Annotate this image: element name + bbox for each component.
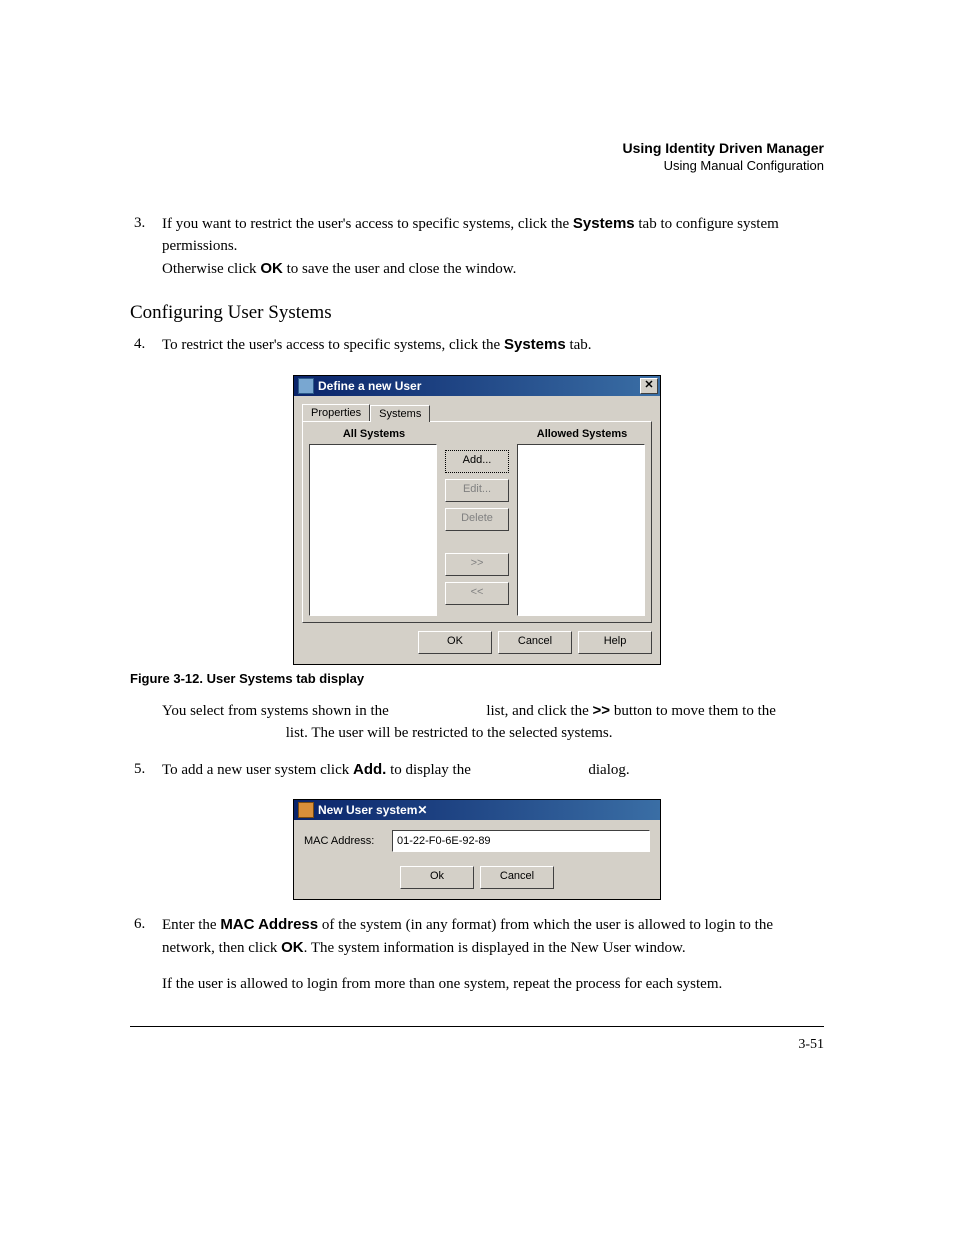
all-systems-header: All Systems: [309, 428, 439, 440]
header-title: Using Identity Driven Manager: [130, 140, 824, 156]
text: To add a new user system click: [162, 762, 353, 778]
columns-header: All Systems Allowed Systems: [309, 428, 645, 440]
edit-button[interactable]: Edit...: [445, 479, 509, 502]
step-number: 5.: [130, 759, 162, 782]
ok-button[interactable]: Ok: [400, 866, 474, 889]
text: Otherwise click: [162, 261, 260, 277]
text: list. The user will be restricted to the…: [286, 725, 613, 741]
bold-systems: Systems: [573, 215, 635, 232]
add-button[interactable]: Add...: [445, 450, 509, 473]
dialog-title: Define a new User: [318, 379, 640, 393]
bold-systems: Systems: [504, 336, 566, 353]
tab-panel: All Systems Allowed Systems Add... Edit.…: [302, 421, 652, 623]
step-3: 3. If you want to restrict the user's ac…: [130, 213, 824, 280]
text: to display the: [386, 762, 474, 778]
columns-body: Add... Edit... Delete >> <<: [309, 444, 645, 616]
dialog-titlebar[interactable]: Define a new User ✕: [294, 376, 660, 396]
bold-arrows: >>: [593, 702, 611, 719]
define-user-dialog: Define a new User ✕ PropertiesSystems Al…: [293, 375, 661, 665]
text: button to move them to the: [614, 703, 776, 719]
close-icon[interactable]: ✕: [417, 803, 427, 817]
dialog-title: New User system: [318, 803, 417, 817]
help-button[interactable]: Help: [578, 631, 652, 654]
all-systems-list[interactable]: [309, 444, 437, 616]
dialog-body: MAC Address:: [294, 820, 660, 858]
allowed-systems-header: Allowed Systems: [519, 428, 645, 440]
figure-new-user-system: New User system ✕ MAC Address: Ok Cancel: [130, 799, 824, 900]
dialog-icon: [298, 802, 314, 818]
move-right-button[interactable]: >>: [445, 553, 509, 576]
mac-label: MAC Address:: [304, 835, 384, 847]
text: tab.: [566, 337, 592, 353]
step-5: 5. To add a new user system click Add. t…: [130, 759, 824, 782]
paragraph: If the user is allowed to login from mor…: [162, 974, 824, 996]
page-header: Using Identity Driven Manager Using Manu…: [130, 140, 824, 173]
step-number: 3.: [130, 213, 162, 280]
new-user-system-dialog: New User system ✕ MAC Address: Ok Cancel: [293, 799, 661, 900]
step-body: Enter the MAC Address of the system (in …: [162, 914, 824, 960]
move-left-button[interactable]: <<: [445, 582, 509, 605]
allowed-systems-list[interactable]: [517, 444, 645, 616]
step-number: 4.: [130, 334, 162, 357]
section-heading: Configuring User Systems: [130, 302, 824, 324]
step-4: 4. To restrict the user's access to spec…: [130, 334, 824, 357]
text: If you want to restrict the user's acces…: [162, 216, 573, 232]
close-icon[interactable]: ✕: [640, 378, 658, 394]
header-subtitle: Using Manual Configuration: [130, 158, 824, 173]
bold-add: Add.: [353, 761, 386, 778]
bold-mac: MAC Address: [220, 916, 318, 933]
footer-rule: [130, 1026, 824, 1027]
dialog-buttons: Ok Cancel: [294, 858, 660, 899]
transfer-buttons: Add... Edit... Delete >> <<: [437, 444, 517, 616]
step-number: 6.: [130, 914, 162, 960]
tab-properties[interactable]: Properties: [302, 404, 370, 421]
cancel-button[interactable]: Cancel: [480, 866, 554, 889]
text: To restrict the user's access to specifi…: [162, 337, 504, 353]
figure-3-12: Define a new User ✕ PropertiesSystems Al…: [130, 375, 824, 665]
page-number: 3-51: [130, 1037, 824, 1053]
text: You select from systems shown in the: [162, 703, 393, 719]
dialog-titlebar[interactable]: New User system ✕: [294, 800, 660, 820]
dialog-bottom-buttons: OK Cancel Help: [294, 631, 660, 664]
figure-caption: Figure 3-12. User Systems tab display: [130, 671, 824, 686]
text: Enter the: [162, 917, 220, 933]
step-body: If you want to restrict the user's acces…: [162, 213, 824, 280]
cancel-button[interactable]: Cancel: [498, 631, 572, 654]
step-6: 6. Enter the MAC Address of the system (…: [130, 914, 824, 960]
tabs-row: PropertiesSystems: [294, 396, 660, 421]
text: list, and click the: [486, 703, 592, 719]
paragraph: You select from systems shown in the lis…: [162, 700, 824, 745]
bold-ok: OK: [260, 260, 283, 277]
bold-ok: OK: [281, 939, 304, 956]
tab-systems[interactable]: Systems: [370, 405, 430, 422]
page: Using Identity Driven Manager Using Manu…: [0, 0, 954, 1113]
step-body: To restrict the user's access to specifi…: [162, 334, 824, 357]
mac-address-input[interactable]: [392, 830, 650, 852]
text: dialog.: [588, 762, 629, 778]
delete-button[interactable]: Delete: [445, 508, 509, 531]
dialog-icon: [298, 378, 314, 394]
mac-row: MAC Address:: [304, 830, 650, 852]
step-body: To add a new user system click Add. to d…: [162, 759, 824, 782]
text: to save the user and close the window.: [283, 261, 517, 277]
text: . The system information is displayed in…: [304, 940, 686, 956]
ok-button[interactable]: OK: [418, 631, 492, 654]
